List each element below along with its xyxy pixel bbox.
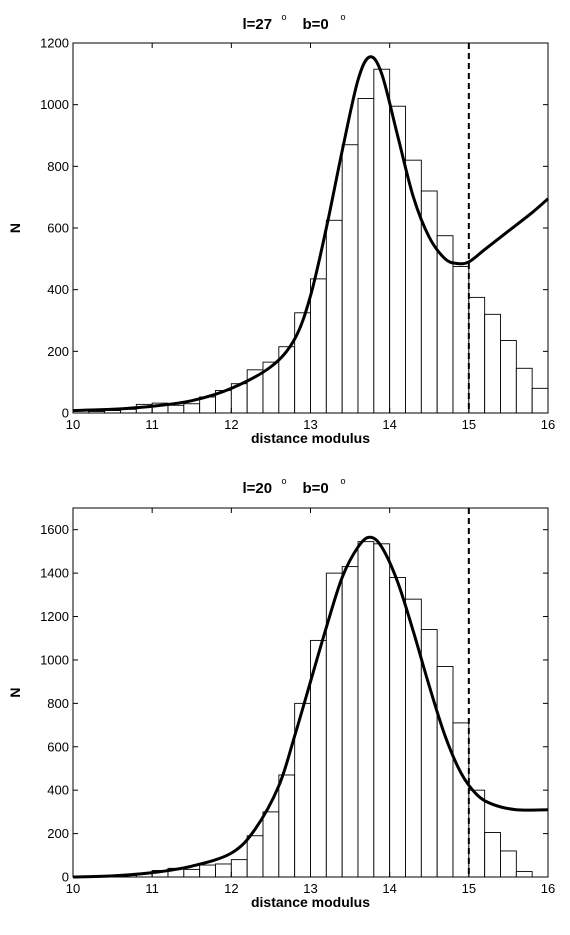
y-tick-label: 0: [62, 870, 69, 885]
x-tick-label: 13: [303, 417, 317, 432]
x-tick-label: 10: [66, 417, 80, 432]
y-tick-label: 1400: [40, 566, 69, 581]
chart-title-b: b=0: [303, 16, 329, 33]
histogram-bar: [246, 835, 264, 878]
y-tick-label: 800: [47, 159, 69, 174]
histogram-bar: [500, 850, 517, 878]
y-tick-label: 1600: [40, 522, 69, 537]
x-tick-label: 12: [224, 417, 238, 432]
x-tick-label: 11: [145, 417, 159, 432]
histogram-bar: [484, 313, 501, 414]
x-tick-label: 16: [541, 417, 555, 432]
model-curve: [72, 535, 549, 879]
x-axis-label: distance modulus: [251, 430, 370, 446]
x-tick-label: 11: [145, 881, 159, 896]
histogram-bars: [104, 541, 533, 878]
x-tick-label: 13: [303, 881, 317, 896]
histogram-bar: [183, 403, 201, 414]
histogram-bar: [373, 543, 391, 878]
histogram-bar: [294, 312, 311, 414]
x-tick-label: 14: [382, 417, 396, 432]
chart-title-degree-symbol: o: [341, 476, 346, 486]
histogram-bar: [468, 789, 486, 878]
chart-title-degree-symbol: o: [282, 12, 287, 22]
y-tick-label: 1200: [40, 36, 69, 51]
histogram-bar: [183, 868, 201, 878]
model-curve-line: [72, 55, 549, 413]
y-tick-label: 800: [47, 696, 69, 711]
histogram-bar: [310, 278, 327, 414]
histogram-bar: [531, 387, 549, 414]
histogram-bar: [452, 266, 470, 414]
top-histogram-chart: l=27 o b=0 o 10 11 12 13 14 15 16 0 200 400 600 80…: [7, 12, 555, 446]
histogram-bar: [278, 774, 296, 878]
x-axis-ticks: 10 11 12 13 14 15 16: [66, 43, 555, 432]
histogram-bar: [468, 296, 486, 414]
histogram-bar: [230, 859, 248, 878]
histogram-bar: [341, 144, 359, 414]
chart-title-l: l=20: [243, 480, 273, 497]
chart-title-degree-symbol: o: [282, 476, 287, 486]
histogram-bar: [436, 666, 454, 878]
y-axis-ticks: 0 200 400 600 800 1000 1200 1400 1600: [40, 522, 548, 885]
histogram-bar: [325, 219, 343, 414]
histogram-bar: [405, 598, 422, 878]
x-tick-label: 15: [462, 417, 476, 432]
y-tick-label: 600: [47, 221, 69, 236]
histogram-bar: [500, 340, 517, 414]
y-tick-label: 400: [47, 783, 69, 798]
bottom-histogram-chart: l=20 o b=0 o 10 11 12 13 14 15 16 0 200 400 600 80…: [7, 476, 555, 910]
histogram-bar: [341, 566, 359, 878]
histogram-bar: [357, 541, 375, 878]
x-tick-label: 15: [462, 881, 476, 896]
chart-title-l: l=27: [243, 16, 273, 33]
x-tick-label: 12: [224, 881, 238, 896]
histogram-bar: [389, 577, 406, 878]
histogram-bar: [515, 871, 533, 878]
histogram-bar: [515, 367, 533, 414]
x-tick-label: 10: [66, 881, 80, 896]
x-tick-label: 14: [382, 881, 396, 896]
y-tick-label: 1000: [40, 652, 69, 667]
chart-title-b: b=0: [303, 480, 329, 497]
x-tick-label: 16: [541, 881, 555, 896]
histogram-bar: [484, 832, 501, 878]
histogram-bar: [215, 863, 232, 878]
model-curve-line: [72, 535, 549, 879]
histogram-bars: [72, 68, 549, 414]
chart-title-degree-symbol: o: [341, 12, 346, 22]
x-axis-ticks: 10 11 12 13 14 15 16: [66, 508, 555, 896]
histogram-bar: [452, 722, 470, 878]
y-tick-label: 200: [47, 344, 69, 359]
x-axis-label: distance modulus: [251, 894, 370, 910]
y-axis-label: N: [7, 687, 23, 697]
y-tick-label: 0: [62, 406, 69, 421]
histogram-bar: [167, 404, 185, 414]
y-tick-label: 1200: [40, 609, 69, 624]
y-tick-label: 600: [47, 739, 69, 754]
histogram-bar: [262, 811, 280, 878]
y-tick-label: 400: [47, 282, 69, 297]
y-tick-label: 1000: [40, 97, 69, 112]
y-axis-label: N: [7, 223, 23, 233]
histogram-bar: [199, 864, 216, 878]
y-axis-ticks: 0 200 400 600 800 1000 1200: [40, 36, 548, 421]
model-curve: [72, 55, 549, 413]
histogram-bar: [357, 98, 375, 414]
y-tick-label: 200: [47, 826, 69, 841]
histogram-bar: [373, 68, 391, 414]
